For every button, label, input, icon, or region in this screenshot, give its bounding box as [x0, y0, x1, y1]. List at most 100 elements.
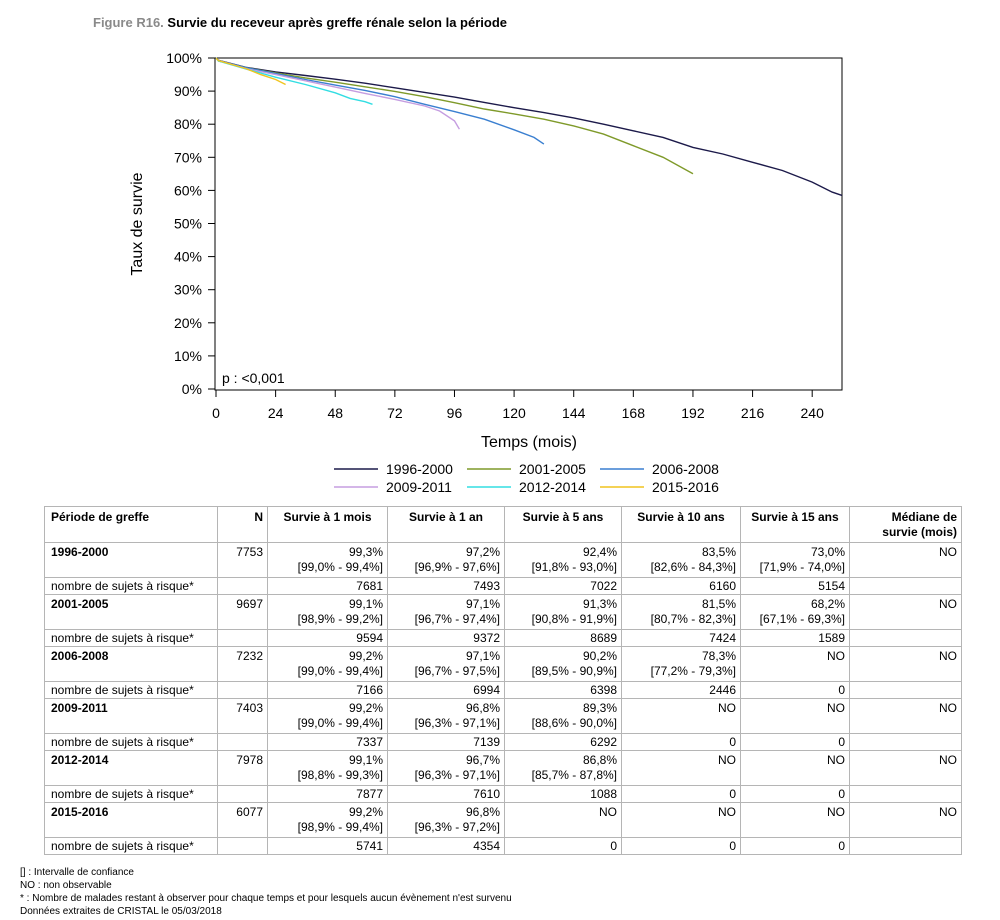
table-header-cell: Survie à 1 mois — [267, 506, 388, 543]
risk-count-cell: 6160 — [621, 577, 741, 595]
plot-frame — [214, 57, 843, 391]
table-row: 2012-2014 7978 99,1% [98,8% - 99,3%] 96,7% [9… — [44, 750, 962, 786]
table-row: 2001-2005 9697 99,1% [98,9% - 99,2%] 97,1% [9… — [44, 594, 962, 630]
survival-cell: 96,8% [96,3% - 97,2%] — [387, 802, 505, 838]
table-row: 2006-2008 7232 99,2% [99,0% - 99,4%] 97,1% [9… — [44, 646, 962, 682]
confidence-interval: [88,6% - 90,0%] — [531, 716, 617, 730]
risk-label-cell: nombre de sujets à risque* — [44, 785, 218, 803]
survival-value: NO — [827, 649, 845, 663]
confidence-interval: [67,1% - 69,3%] — [759, 612, 845, 626]
survival-cell: 99,1% [98,8% - 99,3%] — [267, 750, 388, 786]
survival-cell: 81,5% [80,7% - 82,3%] — [621, 594, 741, 630]
survival-value: 78,3% — [701, 649, 736, 663]
confidence-interval: [99,0% - 99,4%] — [297, 716, 383, 730]
confidence-interval: [99,0% - 99,4%] — [297, 560, 383, 574]
risk-count-cell: 7681 — [267, 577, 388, 595]
risk-count-cell: 7493 — [387, 577, 505, 595]
survival-cell: NO — [740, 750, 850, 786]
confidence-interval: [99,0% - 99,4%] — [297, 664, 383, 678]
survival-value: NO — [827, 753, 845, 767]
confidence-interval: [96,7% - 97,5%] — [414, 664, 500, 678]
confidence-interval: [80,7% - 82,3%] — [650, 612, 736, 626]
survival-cell: 96,7% [96,3% - 97,1%] — [387, 750, 505, 786]
confidence-interval: [96,3% - 97,1%] — [414, 716, 500, 730]
footnote-line: Données extraites de CRISTAL le 05/03/20… — [20, 906, 222, 917]
confidence-interval: [85,7% - 87,8%] — [531, 768, 617, 782]
survival-cell: 89,3% [88,6% - 90,0%] — [504, 698, 622, 734]
survival-value: 86,8% — [582, 753, 617, 767]
risk-count-cell: 0 — [621, 837, 741, 855]
risk-row: nombre de sujets à risque* 7877 7610 1088 0 0 — [44, 785, 962, 803]
risk-count-cell: 7337 — [267, 733, 388, 751]
risk-count-cell: 0 — [740, 733, 850, 751]
risk-count-cell: 7022 — [504, 577, 622, 595]
median-cell: NO — [849, 594, 962, 630]
survival-cell: NO — [740, 646, 850, 682]
risk-count-cell: 7877 — [267, 785, 388, 803]
risk-count-cell: 0 — [740, 837, 850, 855]
risk-count-cell: 0 — [740, 785, 850, 803]
x-tick-label: 0 — [212, 405, 220, 421]
risk-count-cell: 9372 — [387, 629, 505, 647]
survival-value: 96,7% — [465, 753, 500, 767]
x-tick-label: 48 — [327, 405, 343, 421]
survival-value: 89,3% — [582, 701, 617, 715]
figure-label: Figure R16. — [93, 15, 164, 30]
survival-cell: 99,3% [99,0% - 99,4%] — [267, 542, 388, 578]
survival-cell: NO — [621, 750, 741, 786]
survival-value: 96,8% — [465, 701, 500, 715]
risk-n-cell — [217, 577, 268, 595]
period-cell: 2012-2014 — [44, 750, 218, 786]
risk-label-cell: nombre de sujets à risque* — [44, 733, 218, 751]
survival-table-container: Période de greffe N Survie à 1 mois Survie … — [44, 506, 962, 855]
legend-label: 2015-2016 — [652, 479, 719, 495]
risk-count-cell: 5154 — [740, 577, 850, 595]
risk-n-cell — [217, 785, 268, 803]
risk-count-cell: 4354 — [387, 837, 505, 855]
survival-table: Période de greffe N Survie à 1 mois Survie … — [44, 506, 962, 855]
survival-value: 99,2% — [348, 701, 383, 715]
series-line-2015-2016 — [215, 57, 286, 86]
risk-median-cell — [849, 629, 962, 647]
p-value-annotation: p : <0,001 — [222, 370, 285, 386]
risk-count-cell: 5741 — [267, 837, 388, 855]
risk-count-cell: 9594 — [267, 629, 388, 647]
y-axis: 0% 10% 20% 30% 40% 50% 60% 70% 80% 90% 100% — [166, 50, 215, 397]
risk-label-cell: nombre de sujets à risque* — [44, 577, 218, 595]
risk-median-cell — [849, 733, 962, 751]
median-cell: NO — [849, 542, 962, 578]
survival-cell: 99,2% [99,0% - 99,4%] — [267, 646, 388, 682]
survival-value: 90,2% — [582, 649, 617, 663]
survival-value: 99,3% — [348, 545, 383, 559]
y-tick-label: 10% — [174, 348, 202, 364]
period-cell: 1996-2000 — [44, 542, 218, 578]
risk-count-cell: 6398 — [504, 681, 622, 699]
y-tick-label: 40% — [174, 249, 202, 265]
table-header-cell: Survie à 10 ans — [621, 506, 741, 543]
survival-value: 68,2% — [810, 597, 845, 611]
survival-value: NO — [827, 701, 845, 715]
survival-value: 97,2% — [465, 545, 500, 559]
risk-n-cell — [217, 837, 268, 855]
y-tick-label: 20% — [174, 315, 202, 331]
period-cell: 2001-2005 — [44, 594, 218, 630]
confidence-interval: [98,8% - 99,3%] — [297, 768, 383, 782]
risk-median-cell — [849, 837, 962, 855]
survival-value: 83,5% — [701, 545, 736, 559]
confidence-interval: [71,9% - 74,0%] — [759, 560, 845, 574]
y-tick-label: 60% — [174, 182, 202, 198]
median-cell: NO — [849, 698, 962, 734]
risk-row: nombre de sujets à risque* 7337 7139 6292 0 0 — [44, 733, 962, 751]
risk-n-cell — [217, 733, 268, 751]
survival-cell: 68,2% [67,1% - 69,3%] — [740, 594, 850, 630]
risk-count-cell: 8689 — [504, 629, 622, 647]
footnote-line: * : Nombre de malades restant à observer… — [20, 893, 512, 904]
risk-count-cell: 1088 — [504, 785, 622, 803]
figure-title: Figure R16. Survie du receveur après gre… — [93, 15, 507, 30]
survival-value: 73,0% — [810, 545, 845, 559]
table-header-row: Période de greffe N Survie à 1 mois Survie … — [44, 506, 962, 543]
n-cell: 9697 — [217, 594, 268, 630]
confidence-interval: [89,5% - 90,9%] — [531, 664, 617, 678]
x-tick-label: 144 — [562, 405, 586, 421]
survival-chart: 0% 10% 20% 30% 40% 50% 60% 70% 80% 90% 100% 0 24 48 7… — [129, 50, 843, 495]
